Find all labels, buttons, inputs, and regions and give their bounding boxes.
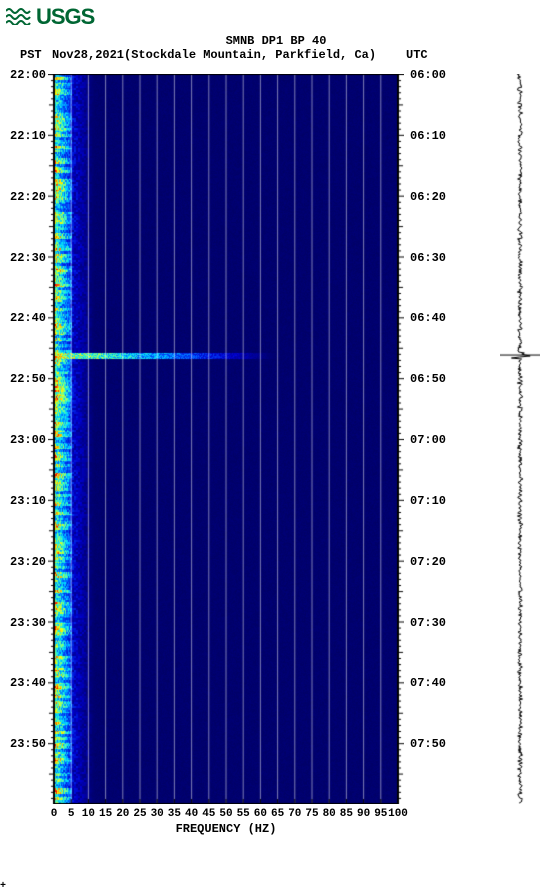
x-tick-label: 35: [168, 808, 181, 820]
cursor-icon: +: [0, 881, 6, 892]
wave-icon: [6, 5, 32, 29]
usgs-logo: USGS: [0, 0, 552, 34]
x-tick-label: 25: [133, 808, 146, 820]
y-right-label: 06:00: [410, 68, 446, 82]
spectrogram: [54, 74, 398, 804]
y-left-label: 23:30: [10, 616, 46, 630]
x-tick-label: 65: [271, 808, 284, 820]
y-right-label: 07:30: [410, 616, 446, 630]
seismogram-trace: [500, 74, 540, 804]
x-tick-label: 80: [323, 808, 336, 820]
x-tick-label: 20: [116, 808, 129, 820]
y-left-label: 23:50: [10, 737, 46, 751]
y-right-label: 06:30: [410, 251, 446, 265]
y-left-label: 22:30: [10, 251, 46, 265]
x-tick-label: 40: [185, 808, 198, 820]
y-right-label: 06:50: [410, 372, 446, 386]
y-right-label: 07:50: [410, 737, 446, 751]
x-tick-label: 100: [388, 808, 408, 820]
y-right-label: 06:40: [410, 311, 446, 325]
x-axis-label: FREQUENCY (HZ): [54, 822, 398, 836]
y-right-label: 07:10: [410, 494, 446, 508]
x-tick-label: 75: [305, 808, 318, 820]
plot-title: SMNB DP1 BP 40: [0, 34, 552, 48]
x-tick-label: 15: [99, 808, 112, 820]
x-tick-label: 60: [254, 808, 267, 820]
y-right-label: 06:20: [410, 190, 446, 204]
y-right-label: 07:00: [410, 433, 446, 447]
y-left-label: 22:40: [10, 311, 46, 325]
x-tick-label: 50: [219, 808, 232, 820]
y-left-label: 22:10: [10, 129, 46, 143]
right-tick-axis: [398, 74, 404, 804]
y-left-label: 22:50: [10, 372, 46, 386]
x-tick-label: 55: [237, 808, 250, 820]
x-tick-label: 5: [68, 808, 75, 820]
y-left-label: 23:40: [10, 676, 46, 690]
y-left-label: 23:10: [10, 494, 46, 508]
x-tick-label: 10: [82, 808, 95, 820]
plot-area: 22:0022:1022:2022:3022:4022:5023:0023:10…: [0, 74, 552, 844]
y-right-label: 06:10: [410, 129, 446, 143]
x-tick-label: 95: [374, 808, 387, 820]
right-timezone: UTC: [406, 48, 428, 62]
x-tick-label: 30: [151, 808, 164, 820]
left-timezone: PST: [20, 48, 42, 62]
y-right-label: 07:20: [410, 555, 446, 569]
x-tick-label: 85: [340, 808, 353, 820]
x-tick-label: 70: [288, 808, 301, 820]
x-tick-label: 90: [357, 808, 370, 820]
x-tick-label: 0: [51, 808, 58, 820]
plot-subtitle: Nov28,2021(Stockdale Mountain, Parkfield…: [52, 48, 376, 62]
y-left-label: 22:00: [10, 68, 46, 82]
usgs-logo-text: USGS: [36, 4, 94, 30]
x-tick-label: 45: [202, 808, 215, 820]
y-right-label: 07:40: [410, 676, 446, 690]
y-left-label: 23:20: [10, 555, 46, 569]
y-left-label: 23:00: [10, 433, 46, 447]
y-left-label: 22:20: [10, 190, 46, 204]
